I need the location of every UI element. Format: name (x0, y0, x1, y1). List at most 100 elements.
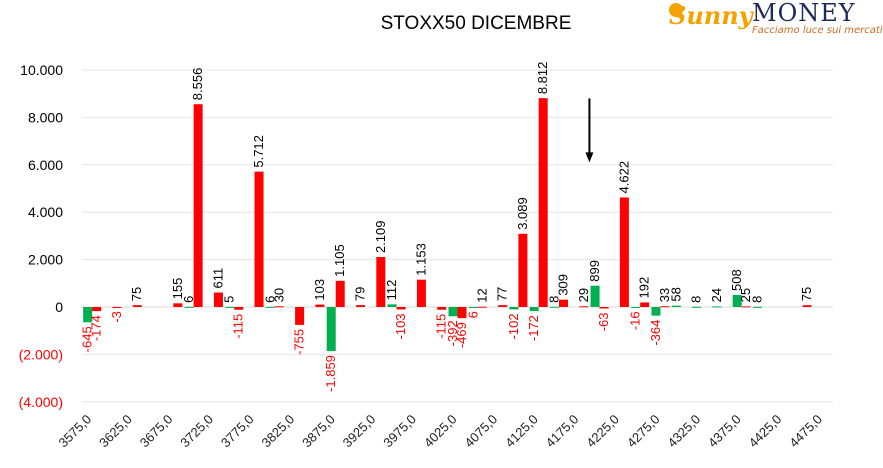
data-label: -174 (89, 315, 104, 341)
data-label: -115 (434, 314, 449, 339)
bar-put-4250 (631, 307, 641, 308)
data-label: -1.859 (323, 355, 338, 392)
data-label: -102 (506, 313, 521, 339)
y-axis-ticks: (4.000) (2.000) 0 2.000 4.000 6.000 8.000 10.00… (19, 62, 64, 410)
logo-money: MONEY (752, 0, 856, 27)
x-tick-label: 3975,0 (380, 412, 419, 451)
bar-put-4300 (671, 305, 681, 307)
x-tick-label: 4225,0 (583, 412, 622, 451)
data-label: 6 (262, 296, 277, 303)
bar-call-3925 (376, 257, 386, 307)
bar-call-4025 (457, 307, 467, 319)
x-tick-label: 3625,0 (96, 412, 135, 451)
data-label: 2.109 (373, 220, 388, 253)
bar-call-3675 (173, 303, 183, 307)
x-tick-label: 4075,0 (461, 412, 500, 451)
data-label: 5.712 (251, 135, 266, 168)
x-axis-ticks: 3575,0 3625,0 3675,0 3725,0 3775,0 3825,0 3875… (56, 412, 825, 451)
bar-call-4000 (437, 307, 447, 310)
bar-call-3850 (315, 304, 325, 307)
bar-put-3950 (387, 304, 397, 307)
data-label: 508 (729, 269, 744, 291)
bar-call-3875 (335, 280, 345, 307)
arrow-head (585, 152, 594, 163)
data-label: 6 (181, 296, 196, 303)
bar-call-3625 (132, 305, 142, 307)
bar-put-3875 (326, 307, 336, 352)
bar-call-4050 (477, 306, 487, 308)
data-label: 8 (546, 296, 561, 303)
bar-call-3975 (416, 279, 426, 307)
bar-call-3800 (274, 306, 284, 308)
data-label: 899 (587, 260, 602, 282)
bar-put-4200 (590, 285, 600, 307)
data-label: -755 (292, 329, 307, 355)
x-tick-label: 4325,0 (664, 412, 703, 451)
x-tick-label: 3675,0 (137, 412, 176, 451)
bar-call-4200 (599, 307, 609, 309)
bar-call-3950 (396, 307, 406, 310)
annotations (585, 98, 594, 163)
bar-put-3750 (225, 306, 235, 308)
data-label: 611 (210, 268, 225, 289)
y-tick-label: 0 (55, 299, 63, 315)
x-tick-label: 4125,0 (502, 412, 541, 451)
bar-call-4125 (538, 98, 548, 307)
data-labels: -645 6 5 6 -1.859 112 -392 6 -102 -172 8 899 -16 -364… (80, 62, 814, 392)
bar-call-4375 (741, 306, 751, 308)
chart-title: STOXX50 DICEMBRE (381, 13, 572, 34)
data-label: 112 (384, 280, 399, 301)
data-label: -364 (648, 320, 663, 346)
x-tick-label: 3925,0 (340, 412, 379, 451)
bar-put-4150 (549, 306, 559, 308)
sun-icon (669, 3, 683, 17)
data-label: -115 (231, 314, 246, 339)
data-label: 75 (129, 287, 144, 301)
bar-put-3700 (184, 306, 194, 308)
logo-sunny: Sunny (669, 1, 755, 30)
bar-call-3600 (112, 307, 122, 308)
x-tick-label: 4175,0 (543, 412, 582, 451)
data-label: 4.622 (616, 161, 631, 194)
data-label: 25 (738, 288, 753, 302)
x-tick-label: 3775,0 (218, 412, 257, 451)
bars (83, 98, 812, 352)
data-label: 12 (474, 288, 489, 302)
data-label: 79 (353, 287, 368, 301)
bar-call-3900 (356, 305, 366, 307)
data-label: 3.089 (515, 197, 530, 230)
data-label: 8.812 (535, 62, 550, 95)
data-label: 29 (576, 288, 591, 302)
x-tick-label: 3875,0 (299, 412, 338, 451)
bar-put-4325 (692, 306, 702, 308)
data-label: 30 (271, 288, 286, 302)
bar-put-3575 (83, 307, 93, 323)
bar-put-4400 (752, 306, 762, 308)
bar-call-4225 (619, 197, 629, 307)
bar-put-3800 (265, 306, 275, 308)
bar-put-4125 (529, 307, 539, 312)
data-label: 24 (709, 288, 724, 302)
y-tick-label: 8.000 (28, 109, 63, 125)
bar-put-4275 (651, 307, 661, 316)
y-tick-label: (2.000) (19, 346, 63, 362)
bar-put-4100 (509, 307, 519, 310)
data-label: 1.153 (413, 243, 428, 276)
data-label: -645 (80, 326, 95, 352)
bar-put-4050 (468, 307, 478, 308)
bar-call-4175 (579, 306, 589, 308)
bar-call-3750 (234, 307, 244, 310)
data-label: -392 (445, 320, 460, 346)
x-tick-label: 4375,0 (705, 412, 744, 451)
bar-call-4100 (518, 233, 528, 307)
bar-call-3825 (295, 307, 305, 325)
bar-call-3725 (213, 292, 223, 307)
data-label: -3 (109, 311, 124, 323)
data-label: 75 (799, 287, 814, 301)
data-label: 8 (749, 296, 764, 303)
bar-call-4075 (498, 305, 508, 307)
bar-put-4025 (448, 307, 458, 317)
data-label: 192 (637, 277, 652, 299)
data-label: 309 (555, 274, 570, 296)
